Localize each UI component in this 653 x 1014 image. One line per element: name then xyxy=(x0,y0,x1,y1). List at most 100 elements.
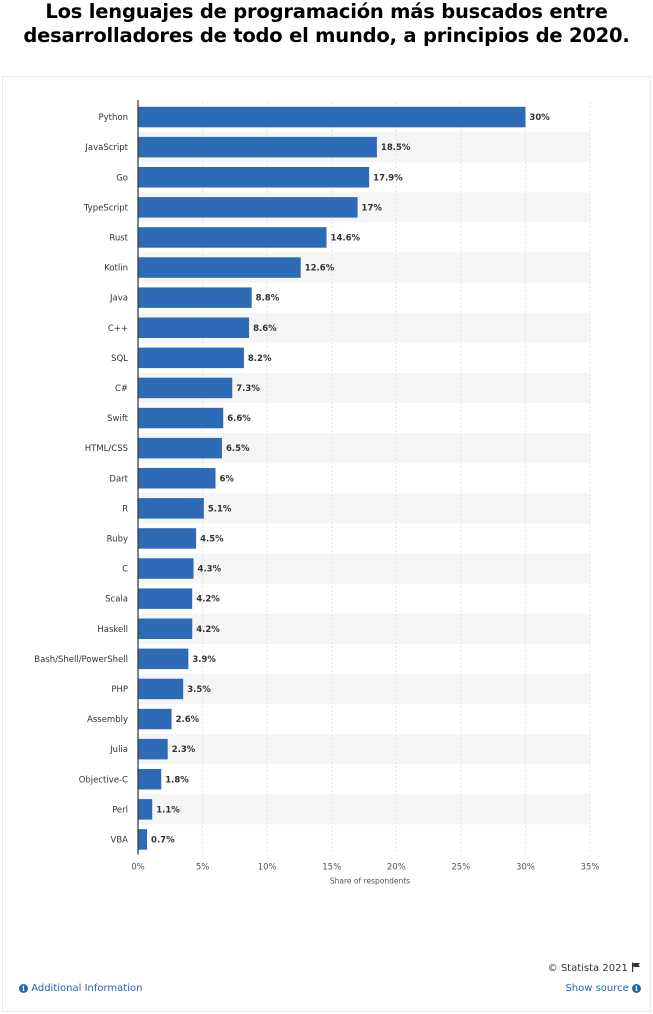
data-label: 18.5% xyxy=(381,143,411,153)
y-tick-label: Julia xyxy=(109,745,128,755)
y-tick-label: Objective-C xyxy=(79,775,128,785)
data-label: 1.1% xyxy=(156,805,180,815)
y-tick-label: Perl xyxy=(112,805,128,815)
y-tick-label: Bash/Shell/PowerShell xyxy=(34,655,128,665)
y-tick-label: Ruby xyxy=(107,534,128,544)
data-label: 14.6% xyxy=(331,233,361,243)
row-band xyxy=(138,493,590,524)
bar xyxy=(138,407,224,429)
data-label: 1.8% xyxy=(165,775,189,785)
x-axis-title: Share of respondents xyxy=(330,877,410,886)
x-tick-label: 25% xyxy=(451,863,470,873)
data-label: 30% xyxy=(529,113,550,123)
bar xyxy=(138,377,233,399)
statista-credit: © Statista 2021 xyxy=(548,962,641,975)
y-tick-label: Python xyxy=(99,113,128,123)
row-band xyxy=(138,613,590,644)
bar xyxy=(138,678,184,700)
x-tick-label: 0% xyxy=(131,863,145,873)
data-label: 2.3% xyxy=(172,745,196,755)
bar xyxy=(138,197,358,218)
data-label: 6.5% xyxy=(226,444,250,454)
bar xyxy=(138,498,204,519)
data-label: 2.6% xyxy=(176,715,200,725)
data-label: 12.6% xyxy=(305,264,335,274)
data-label: 5.1% xyxy=(208,504,232,514)
data-label: 3.5% xyxy=(187,685,211,695)
info-icon: i xyxy=(19,984,28,993)
x-tick-label: 30% xyxy=(516,863,535,873)
chart-title-line-2: desarrolladores de todo el mundo, a prin… xyxy=(23,24,630,47)
bar xyxy=(138,738,168,760)
show-source-label: Show source xyxy=(565,983,629,994)
x-tick-label: 10% xyxy=(258,863,277,873)
bar xyxy=(138,287,252,308)
y-tick-label: Assembly xyxy=(87,715,128,725)
bar xyxy=(138,167,370,188)
additional-information-link[interactable]: i Additional Information xyxy=(19,983,142,994)
data-label: 7.3% xyxy=(236,384,260,394)
flag-icon[interactable] xyxy=(631,962,641,975)
row-band xyxy=(138,794,590,825)
data-label: 6% xyxy=(219,474,234,484)
y-tick-label: SQL xyxy=(111,354,128,364)
bar xyxy=(138,317,250,338)
chart-title: Los lenguajes de programación más buscad… xyxy=(0,0,653,48)
y-tick-label: Haskell xyxy=(97,625,128,635)
row-band xyxy=(138,673,590,704)
bar xyxy=(138,708,172,730)
y-tick-label: Java xyxy=(109,294,128,304)
data-label: 8.8% xyxy=(256,294,280,304)
y-tick-label: Rust xyxy=(109,233,128,243)
bar xyxy=(138,347,244,369)
y-tick-label: C xyxy=(122,565,128,575)
y-tick-label: PHP xyxy=(111,685,128,695)
bar xyxy=(138,648,189,670)
data-label: 3.9% xyxy=(192,655,216,665)
x-tick-label: 5% xyxy=(196,863,210,873)
data-label: 4.5% xyxy=(200,534,224,544)
bar xyxy=(138,558,194,579)
data-label: 6.6% xyxy=(227,414,251,424)
x-tick-label: 35% xyxy=(581,863,600,873)
y-tick-label: C++ xyxy=(108,324,128,334)
additional-information-label: Additional Information xyxy=(31,983,143,994)
bar xyxy=(138,227,327,248)
row-band xyxy=(138,553,590,584)
bar xyxy=(138,136,377,158)
x-tick-label: 15% xyxy=(322,863,341,873)
bar xyxy=(138,528,197,549)
data-label: 4.2% xyxy=(196,625,220,635)
y-tick-label: Swift xyxy=(107,414,129,424)
y-tick-label: Scala xyxy=(105,595,128,605)
y-tick-label: Go xyxy=(116,173,128,183)
bar xyxy=(138,106,526,128)
show-source-link[interactable]: Show source i xyxy=(565,983,641,994)
data-label: 0.7% xyxy=(151,835,175,845)
bar xyxy=(138,829,148,850)
data-label: 4.2% xyxy=(196,595,220,605)
x-tick-label: 20% xyxy=(387,863,406,873)
info-icon: i xyxy=(632,984,641,993)
y-tick-label: C# xyxy=(115,384,128,394)
bar xyxy=(138,769,162,790)
row-band xyxy=(138,734,590,765)
y-tick-label: Kotlin xyxy=(104,264,128,274)
bar xyxy=(138,257,301,278)
bar xyxy=(138,437,222,459)
y-tick-label: VBA xyxy=(111,835,129,845)
data-label: 8.6% xyxy=(253,324,277,334)
data-label: 17% xyxy=(362,203,383,213)
bar xyxy=(138,618,193,639)
credit-text: © Statista 2021 xyxy=(547,963,628,974)
y-tick-label: TypeScript xyxy=(83,203,129,213)
bar xyxy=(138,799,153,820)
data-label: 8.2% xyxy=(248,354,272,364)
data-label: 4.3% xyxy=(198,565,222,575)
bar xyxy=(138,468,216,489)
y-tick-label: JavaScript xyxy=(84,143,128,153)
chart-title-line-1: Los lenguajes de programación más buscad… xyxy=(45,0,608,23)
data-label: 17.9% xyxy=(373,173,403,183)
y-tick-label: Dart xyxy=(109,474,128,484)
